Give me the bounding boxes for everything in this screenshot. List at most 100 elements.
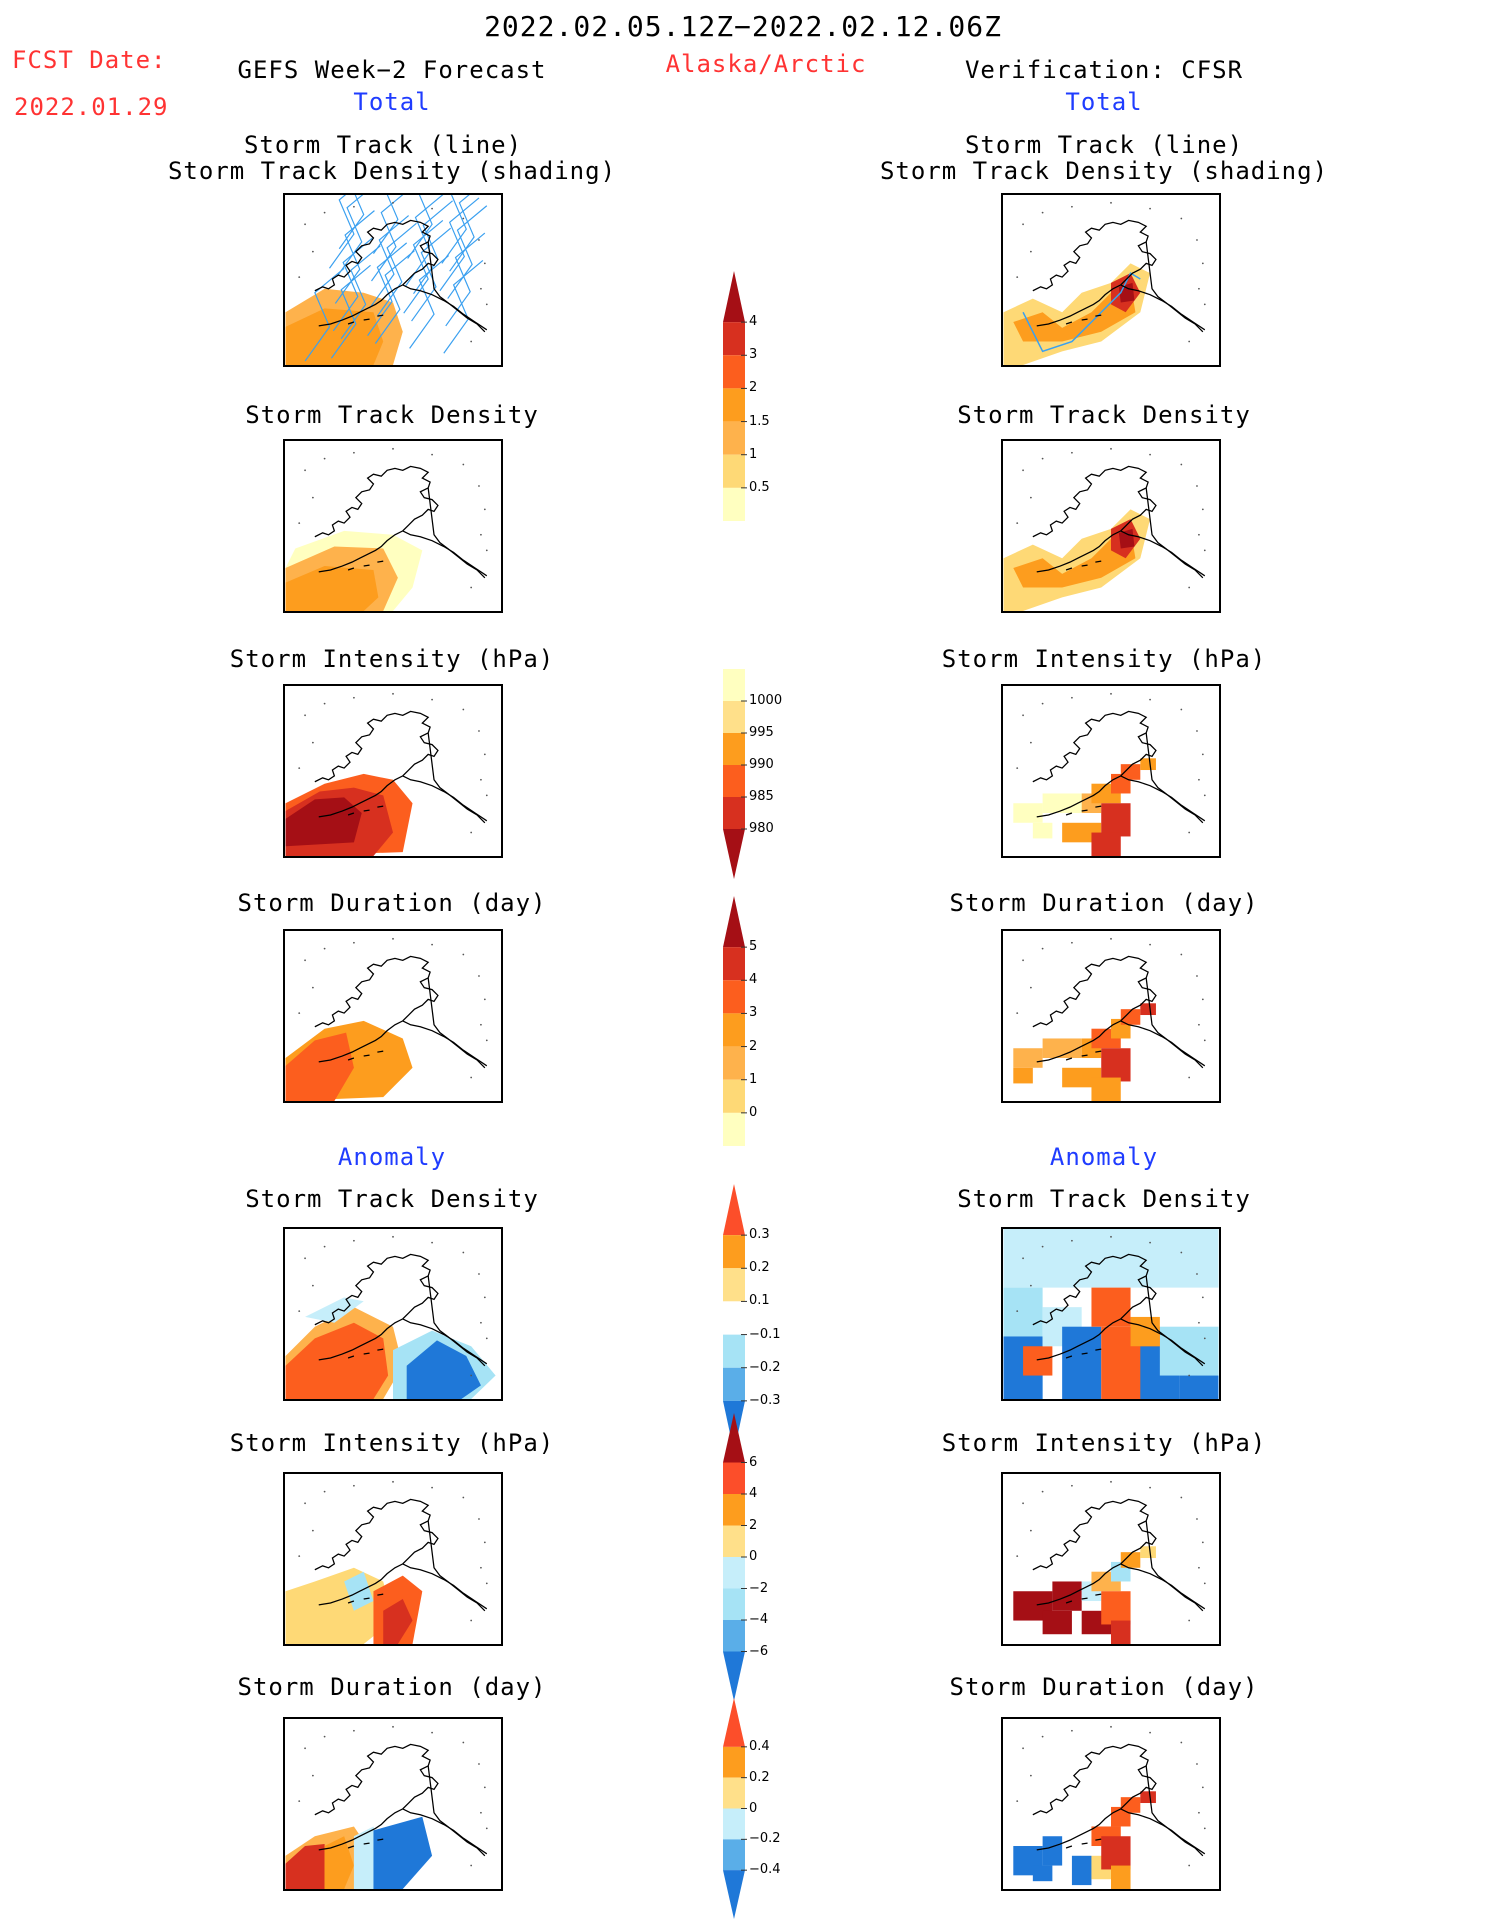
graticule-dot	[431, 1486, 433, 1489]
colorbar-label: −0.1	[749, 1326, 781, 1342]
colorbar-swatch	[723, 669, 745, 701]
right-column-subtitle: Total	[1065, 88, 1143, 116]
graticule-dot	[392, 447, 394, 450]
storm-track-line	[1022, 272, 1141, 353]
graticule-dot	[1201, 753, 1204, 756]
graticule-dot	[1201, 1296, 1204, 1299]
shading-cell	[1003, 1229, 1219, 1288]
colorbar-label: 2	[749, 1038, 758, 1054]
coastline	[1032, 1498, 1157, 1606]
shading-cell	[1140, 1546, 1156, 1559]
graticule-dot	[1041, 211, 1044, 214]
graticule-dot	[462, 708, 465, 711]
graticule-dot	[470, 1076, 473, 1079]
graticule-dot	[470, 1619, 473, 1622]
graticule-dot	[304, 714, 306, 717]
graticule-dot	[462, 953, 465, 956]
coastline	[314, 1498, 439, 1606]
colorbar-swatch	[723, 454, 745, 488]
graticule-dot	[1071, 451, 1073, 454]
graticule-dot	[1149, 1486, 1151, 1489]
colorbar-swatch	[723, 1184, 745, 1236]
shading-cell	[1013, 1048, 1043, 1068]
colorbar-swatch	[723, 1839, 745, 1871]
graticule-dot	[298, 1800, 301, 1802]
graticule-dot	[312, 741, 314, 744]
coastline	[314, 710, 439, 818]
map-left-density	[283, 439, 503, 613]
graticule-dot	[462, 1741, 465, 1744]
graticule-dot	[1016, 1012, 1019, 1014]
graticule-dot	[478, 485, 480, 487]
graticule-dot	[323, 947, 326, 950]
shading-cell	[1111, 1865, 1131, 1889]
graticule-dot	[304, 959, 306, 962]
graticule-dot	[1188, 586, 1191, 589]
shading-region	[285, 1322, 389, 1399]
shading-region	[1118, 528, 1135, 549]
colorbar-swatch	[723, 896, 745, 948]
graticule-dot	[1188, 340, 1191, 343]
graticule-dot	[431, 1731, 433, 1734]
colorbar-label: 1000	[749, 693, 783, 708]
shading-cell	[1062, 1067, 1102, 1088]
colorbar-swatch	[723, 322, 745, 356]
graticule-dot	[483, 753, 486, 756]
shading-cell	[1120, 1009, 1141, 1025]
graticule-dot	[1203, 303, 1206, 306]
coastline	[1065, 1563, 1206, 1610]
graticule-dot	[1071, 1239, 1073, 1242]
colorbar-label: −6	[749, 1643, 769, 1659]
colorbar-swatch	[723, 733, 745, 765]
shading-cell	[1101, 1048, 1131, 1082]
colorbar-graphic	[723, 1698, 747, 1919]
colorbar-label: 2	[749, 1517, 758, 1533]
shading-region	[383, 1599, 413, 1644]
colorbar-label: −0.4	[749, 1862, 781, 1878]
storm-track-line	[372, 195, 399, 254]
graticule-dot	[323, 211, 326, 214]
coastline	[1032, 710, 1157, 818]
colorbar-swatch	[723, 1235, 745, 1269]
coastline	[427, 487, 486, 579]
shading-cell	[1140, 758, 1156, 771]
storm-track-line	[403, 219, 444, 314]
shading-region	[1013, 528, 1136, 588]
graticule-dot	[298, 522, 301, 524]
graticule-dot	[304, 1747, 306, 1750]
graticule-dot	[1203, 549, 1206, 552]
graticule-dot	[1016, 276, 1019, 278]
graticule-dot	[470, 1864, 473, 1867]
left-duration-title: Storm Duration (day)	[237, 889, 547, 917]
coastline	[1065, 775, 1206, 822]
colorbar-swatch	[723, 1013, 745, 1047]
graticule-dot	[483, 508, 486, 511]
graticule-dot	[483, 1541, 486, 1544]
graticule-dot	[485, 1337, 488, 1340]
graticule-dot	[478, 239, 480, 241]
graticule-dot	[1180, 1496, 1183, 1499]
coastline	[314, 1253, 439, 1361]
graticule-dot	[298, 1310, 301, 1312]
colorbar-label: −2	[749, 1580, 769, 1596]
graticule-dot	[1071, 1484, 1073, 1487]
colorbar-label: 0.1	[749, 1293, 770, 1309]
graticule-dot	[1149, 1731, 1151, 1734]
fcst-date: 2022.01.29	[14, 93, 169, 121]
shading-region	[285, 308, 384, 365]
colorbar-label: −0.2	[749, 1359, 781, 1375]
graticule-dot	[1030, 1284, 1032, 1287]
graticule-dot	[1180, 217, 1183, 220]
coastline	[314, 465, 439, 573]
colorbar-swatch	[723, 1588, 745, 1620]
colorbar-label: 4	[749, 314, 758, 330]
colorbar-label: 995	[749, 725, 774, 740]
map-left-intensity	[283, 684, 503, 858]
right-density-title: Storm Track Density	[957, 401, 1251, 429]
colorbar-swatch	[723, 1525, 745, 1557]
graticule-dot	[485, 303, 488, 306]
shading-cell	[1013, 803, 1043, 823]
graticule-dot	[1203, 1337, 1206, 1340]
storm-track-line	[443, 260, 484, 354]
left-column-subtitle: Total	[353, 88, 431, 116]
